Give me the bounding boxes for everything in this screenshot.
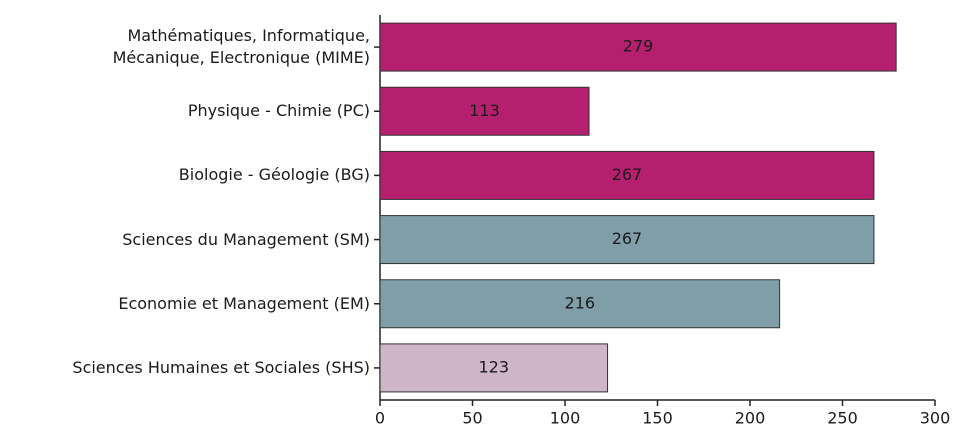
bar xyxy=(379,22,897,72)
x-tick-label: 50 xyxy=(462,409,482,428)
y-tick-label: Economie et Management (EM) xyxy=(118,293,370,313)
value-label: 113 xyxy=(469,101,500,120)
x-tick-label: 250 xyxy=(827,409,858,428)
x-tick-label: 300 xyxy=(920,409,951,428)
y-tick-label: Mathématiques, Informatique, Mécanique, … xyxy=(112,26,370,68)
x-tick-label: 200 xyxy=(735,409,766,428)
value-label: 267 xyxy=(612,165,643,184)
bar xyxy=(379,343,609,393)
value-label: 267 xyxy=(612,229,643,248)
y-tick-label: Sciences du Management (SM) xyxy=(122,229,370,249)
y-tick-label: Sciences Humaines et Sociales (SHS) xyxy=(72,357,370,377)
y-tick-label: Physique - Chimie (PC) xyxy=(187,101,370,121)
y-tick-label: Biologie - Géologie (BG) xyxy=(178,165,370,185)
x-tick-label: 150 xyxy=(642,409,673,428)
value-label: 123 xyxy=(479,357,510,376)
bar xyxy=(379,86,590,136)
value-label: 216 xyxy=(565,293,596,312)
bar xyxy=(379,279,781,329)
bar xyxy=(379,215,875,265)
x-tick-label: 100 xyxy=(550,409,581,428)
bar xyxy=(379,150,875,200)
x-tick-label: 0 xyxy=(375,409,385,428)
value-label: 279 xyxy=(623,37,654,56)
